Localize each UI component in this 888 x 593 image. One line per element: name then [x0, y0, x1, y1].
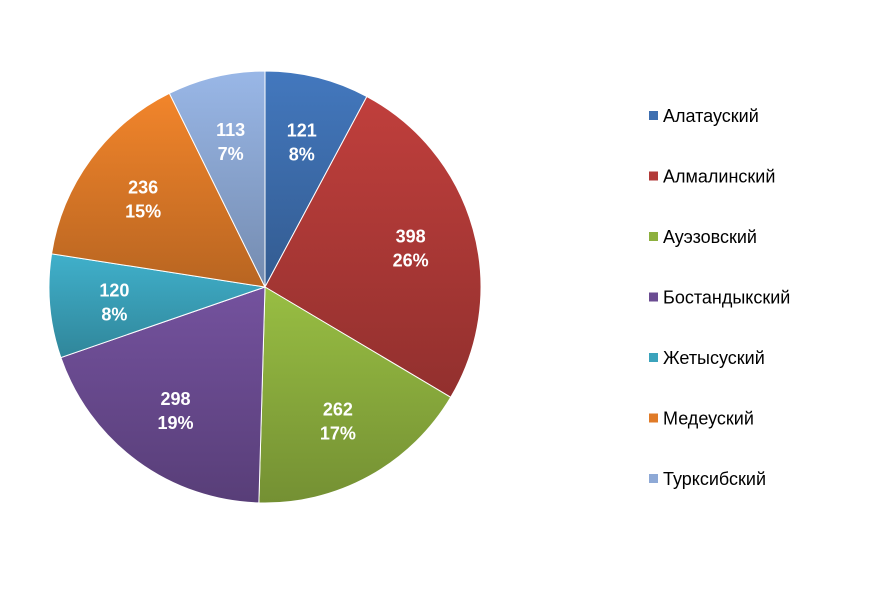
data-label-value: 121 — [287, 120, 317, 140]
data-label-percent: 8% — [101, 304, 127, 324]
data-label-value: 236 — [128, 178, 158, 198]
data-label-percent: 15% — [125, 202, 161, 222]
data-label-1: 121 8% — [287, 120, 317, 164]
legend-item-2: Алмалинский — [649, 167, 775, 187]
legend-swatch — [649, 232, 658, 241]
pie-slice-1 — [264, 70, 368, 288]
legend: Алатауский Алмалинский Ауэзовский Бостандык… — [649, 106, 790, 489]
pie-data-labels: 121 8%398 26%262 17%298 19%120 8%236 15%113 7% — [99, 120, 428, 444]
legend-swatch — [649, 292, 658, 302]
data-label-value: 262 — [323, 399, 353, 419]
legend-swatch — [649, 474, 658, 483]
pie-slice-7 — [168, 70, 266, 288]
data-label-3: 262 17% — [320, 399, 356, 443]
legend-swatch — [649, 413, 658, 423]
data-label-percent: 7% — [218, 144, 244, 164]
data-label-percent: 17% — [320, 423, 356, 443]
legend-label: Алатауский — [663, 106, 759, 126]
legend-swatch — [649, 171, 658, 181]
legend-item-5: Жетысуский — [649, 348, 765, 368]
legend-item-7: Турксибский — [649, 469, 766, 489]
data-label-7: 113 7% — [216, 120, 245, 164]
data-label-value: 120 — [99, 280, 129, 300]
data-label-percent: 8% — [289, 144, 315, 164]
legend-item-1: Алатауский — [649, 106, 759, 126]
pie-slice-4 — [60, 286, 266, 504]
data-label-5: 120 8% — [99, 280, 129, 324]
legend-label: Бостандыкский — [663, 288, 790, 308]
legend-item-3: Ауэзовский — [649, 227, 757, 247]
legend-label: Турксибский — [663, 469, 766, 489]
data-label-value: 113 — [216, 120, 245, 140]
data-label-4: 298 19% — [158, 389, 194, 433]
data-label-2: 398 26% — [393, 226, 429, 270]
legend-label: Медеуский — [663, 409, 754, 429]
legend-item-4: Бостандыкский — [649, 288, 790, 308]
legend-swatch — [649, 353, 658, 362]
pie-slice-3 — [258, 286, 452, 504]
legend-item-6: Медеуский — [649, 409, 754, 429]
pie-slice-5 — [48, 253, 266, 359]
pie-slice-2 — [264, 95, 482, 398]
data-label-6: 236 15% — [125, 178, 161, 222]
legend-label: Алмалинский — [663, 167, 775, 187]
data-label-value: 298 — [161, 389, 191, 409]
legend-label: Ауэзовский — [663, 227, 757, 247]
data-label-value: 398 — [396, 226, 426, 246]
data-label-percent: 26% — [393, 250, 429, 270]
legend-swatch — [649, 111, 658, 120]
data-label-percent: 19% — [158, 413, 194, 433]
pie-slices — [48, 70, 482, 504]
pie-slice-6 — [50, 92, 266, 288]
legend-label: Жетысуский — [663, 348, 765, 368]
